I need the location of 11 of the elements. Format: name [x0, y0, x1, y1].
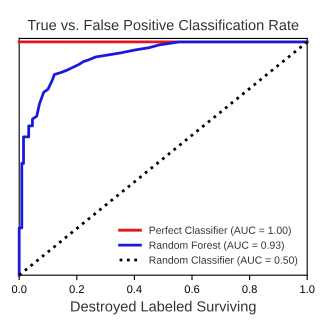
legend-label: Perfect Classifier (AUC = 1.00) — [150, 226, 291, 236]
legend-label: Random Forest (AUC = 0.93) — [150, 241, 284, 251]
legend-label: Random Classifier (AUC = 0.50) — [150, 256, 298, 266]
x-tick-label: 0.6 — [184, 285, 200, 294]
x-tick-label: 1.0 — [300, 285, 314, 294]
x-tick-label: 0.8 — [242, 285, 257, 294]
x-tick-label: 0.0 — [12, 285, 26, 294]
chart-title: True vs. False Positive Classification Rate — [28, 20, 298, 30]
x-axis-title: Destroyed Labeled Surviving — [71, 300, 256, 314]
x-tick-label: 0.2 — [70, 285, 84, 294]
x-tick-label: 0.4 — [127, 285, 142, 294]
